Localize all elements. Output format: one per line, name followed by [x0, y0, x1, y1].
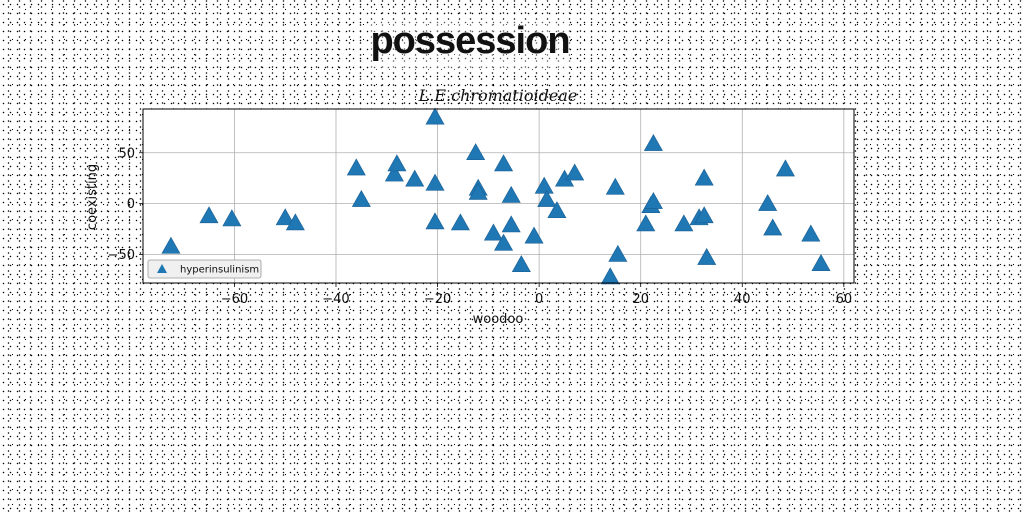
y-tick-label: 50 — [118, 146, 135, 161]
chart-title: L.E.chromatioideae — [418, 86, 578, 105]
data-point-triangle — [600, 267, 620, 285]
grid-lines — [143, 109, 854, 283]
data-point-triangle — [199, 206, 219, 224]
data-point-triangle — [425, 173, 445, 191]
data-point-triangle — [222, 209, 242, 227]
data-point-triangle — [384, 164, 404, 182]
data-point-triangle — [811, 254, 831, 271]
data-point-triangle — [565, 163, 585, 181]
data-points — [161, 107, 831, 285]
y-tick-label: 0 — [127, 197, 135, 212]
data-point-triangle — [501, 185, 521, 203]
data-point-triangle — [425, 107, 445, 125]
data-point-triangle — [605, 177, 625, 195]
y-tick-label: −50 — [108, 248, 135, 263]
data-point-triangle — [534, 176, 554, 194]
figure-title: possession — [370, 20, 571, 70]
legend: hyperinsulinism — [147, 259, 262, 279]
data-point-triangle — [425, 212, 445, 230]
data-point-triangle — [494, 233, 514, 251]
y-axis-label: coexisting — [85, 164, 100, 230]
axis-ticks: −60 −40 −20 0 20 40 60 −50 0 50 — [108, 146, 853, 307]
data-point-triangle — [697, 247, 717, 265]
data-point-triangle — [537, 189, 557, 207]
data-point-triangle — [547, 201, 567, 219]
data-point-triangle — [758, 194, 778, 211]
data-point-triangle — [466, 143, 486, 161]
data-point-triangle — [501, 215, 521, 233]
data-point-triangle — [775, 159, 795, 177]
x-tick-label: 60 — [836, 292, 853, 307]
x-tick-label: 20 — [632, 292, 649, 307]
data-point-triangle — [285, 213, 305, 231]
data-point-triangle — [275, 208, 295, 226]
x-tick-label: −40 — [322, 292, 349, 307]
legend-label: hyperinsulinism — [180, 265, 259, 276]
data-point-triangle — [161, 236, 181, 254]
data-point-triangle — [351, 189, 371, 207]
data-point-triangle — [468, 182, 488, 200]
data-point-triangle — [405, 169, 425, 187]
data-point-triangle — [387, 154, 407, 172]
data-point-triangle — [801, 224, 821, 242]
legend-marker-triangle-icon — [157, 264, 167, 273]
legend-box — [147, 259, 262, 279]
data-point-triangle — [636, 214, 656, 232]
plot-frame — [142, 108, 855, 284]
plot-area — [143, 109, 854, 283]
x-tick-label: −60 — [221, 292, 248, 307]
data-point-triangle — [694, 168, 714, 186]
x-tick-label: 40 — [734, 292, 751, 307]
x-tick-label: −20 — [424, 292, 451, 307]
data-point-triangle — [643, 133, 663, 151]
data-point-triangle — [643, 191, 663, 209]
data-point-triangle — [608, 244, 628, 262]
data-point-triangle — [763, 218, 783, 236]
data-point-triangle — [511, 255, 531, 272]
data-point-triangle — [450, 213, 470, 231]
x-tick-label: 0 — [535, 292, 543, 307]
data-point-triangle — [483, 223, 503, 241]
data-point-triangle — [524, 226, 544, 244]
x-axis-label: woodoo — [473, 312, 524, 327]
data-point-triangle — [346, 158, 366, 176]
data-point-triangle — [674, 214, 694, 232]
data-point-triangle — [494, 154, 514, 172]
data-point-triangle — [694, 206, 714, 224]
